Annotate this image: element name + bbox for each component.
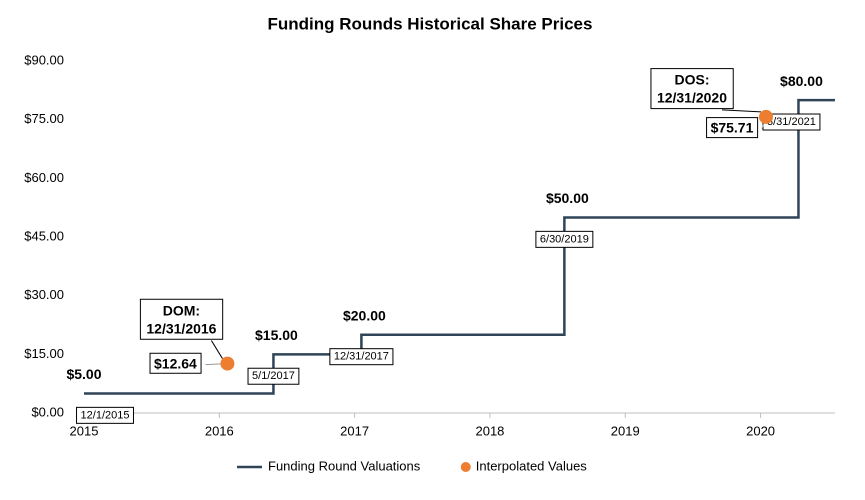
value-label: $50.00 — [546, 190, 589, 206]
value-label: $75.71 — [711, 120, 754, 136]
x-tick-label: 2019 — [611, 423, 640, 438]
annotation: DOM: — [163, 302, 200, 318]
legend-label: Funding Round Valuations — [268, 458, 421, 473]
value-label-box — [706, 117, 759, 139]
date-label: 12/31/2017 — [334, 351, 389, 363]
value-label-box — [149, 352, 202, 374]
date-label: 3/31/2021 — [767, 116, 816, 128]
annotation: 12/31/2016 — [146, 320, 216, 336]
date-label-box — [329, 348, 394, 366]
value-label: $20.00 — [343, 307, 386, 323]
y-tick-label: $75.00 — [24, 111, 64, 126]
y-tick-label: $30.00 — [24, 287, 64, 302]
x-tick-label: 2015 — [70, 423, 99, 438]
y-tick-label: $60.00 — [24, 170, 64, 185]
annotation-arrow — [211, 340, 223, 359]
legend-label: Interpolated Values — [476, 458, 588, 473]
date-label: 6/30/2019 — [540, 233, 589, 245]
x-tick-label: 2020 — [746, 423, 775, 438]
annotation: DOS: — [674, 72, 709, 88]
annotation: 12/31/2020 — [657, 90, 727, 106]
point — [758, 109, 773, 124]
step-line — [84, 98, 835, 395]
date-label-box — [76, 406, 134, 424]
y-tick-label: $0.00 — [31, 404, 64, 419]
date-label: 5/1/2017 — [252, 370, 295, 382]
x-tick-label: 2016 — [205, 423, 234, 438]
legend-marker — [460, 462, 471, 472]
annotation-box — [139, 298, 224, 340]
date-label: 12/1/2015 — [81, 409, 130, 421]
y-tick-label: $15.00 — [24, 346, 64, 361]
value-label: $15.00 — [255, 327, 298, 343]
x-tick-label: 2017 — [340, 423, 369, 438]
chart-title: Funding Rounds Historical Share Prices — [268, 14, 593, 33]
point — [220, 356, 235, 371]
date-label-box — [247, 367, 300, 385]
annotation-box — [650, 68, 734, 110]
x-tick-label: 2018 — [475, 423, 504, 438]
y-tick-label: $90.00 — [24, 52, 64, 67]
value-label: $12.64 — [154, 355, 197, 371]
date-label-box — [535, 230, 594, 248]
value-label: $5.00 — [66, 366, 101, 382]
annotation-arrow — [721, 109, 762, 113]
y-tick-label: $45.00 — [24, 228, 64, 243]
value-label: $80.00 — [780, 73, 823, 89]
